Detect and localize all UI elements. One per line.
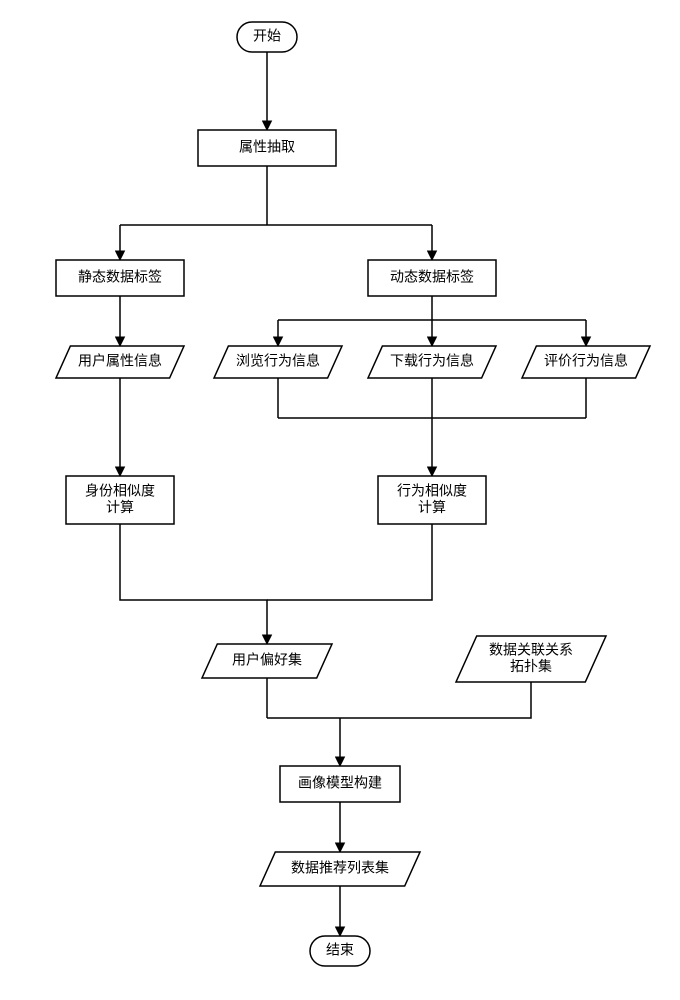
node-attr: 属性抽取 [198, 130, 336, 166]
edge [120, 524, 267, 644]
node-label: 拓扑集 [510, 658, 552, 674]
node-dynamic: 动态数据标签 [368, 260, 496, 296]
node-idsim: 身份相似度计算 [66, 476, 174, 524]
node-label: 数据推荐列表集 [291, 860, 389, 876]
node-start: 开始 [237, 22, 297, 52]
node-userattr: 用户属性信息 [56, 346, 184, 378]
node-label: 用户属性信息 [78, 353, 162, 369]
node-download: 下载行为信息 [368, 346, 496, 378]
node-label: 行为相似度 [397, 483, 467, 499]
node-pref: 用户偏好集 [202, 644, 332, 678]
edge [267, 682, 531, 718]
node-reclist: 数据推荐列表集 [260, 852, 420, 886]
node-label: 计算 [418, 499, 446, 515]
node-label: 开始 [253, 28, 281, 44]
edge [267, 524, 432, 600]
node-label: 计算 [106, 499, 134, 515]
node-model: 画像模型构建 [280, 766, 400, 802]
flowchart: 开始属性抽取静态数据标签 动态数据标签用户属性信息 浏览行为信息 下载行为信息 评价行为… [0, 0, 680, 1000]
node-static: 静态数据标签 [56, 260, 184, 296]
node-label: 动态数据标签 [390, 269, 474, 285]
node-label: 数据关联关系 [489, 642, 573, 658]
node-behsim: 行为相似度计算 [378, 476, 486, 524]
node-label: 下载行为信息 [390, 353, 474, 369]
node-end: 结束 [310, 936, 370, 966]
node-label: 静态数据标签 [78, 269, 162, 285]
node-label: 结束 [326, 942, 354, 958]
node-label: 评价行为信息 [544, 353, 628, 369]
node-label: 画像模型构建 [298, 775, 382, 791]
node-topo: 数据关联关系拓扑集 [456, 636, 606, 682]
node-label: 浏览行为信息 [236, 353, 320, 369]
node-review: 评价行为信息 [522, 346, 650, 378]
node-label: 用户偏好集 [232, 652, 302, 668]
node-browse: 浏览行为信息 [214, 346, 342, 378]
node-label: 身份相似度 [85, 483, 155, 499]
node-label: 属性抽取 [239, 139, 295, 155]
